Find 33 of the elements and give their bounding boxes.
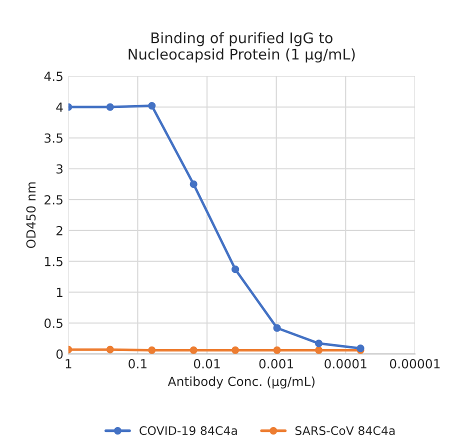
- point: [314, 340, 323, 348]
- point: [232, 346, 240, 354]
- x-tick-label: 0.0001: [324, 359, 366, 368]
- point: [314, 346, 323, 354]
- y-tick-label: 3: [56, 164, 63, 174]
- point: [148, 346, 156, 354]
- point: [273, 346, 281, 354]
- legend-label: COVID-19 84C4a: [140, 426, 237, 436]
- y-tick-label: 2: [56, 226, 62, 236]
- point: [190, 180, 198, 188]
- y-tick-label: 0.5: [44, 318, 62, 328]
- legend-label: SARS-CoV 84C4a: [295, 426, 395, 436]
- x-tick-label: 0.001: [259, 359, 294, 368]
- x-tick-label: 0.00001: [390, 359, 440, 368]
- point: [273, 324, 281, 332]
- point: [148, 102, 156, 110]
- x-tick-label: 0.01: [194, 359, 220, 368]
- y-tick-label: 0: [56, 349, 63, 359]
- point: [106, 103, 114, 111]
- x-axis-title: Antibody Conc. (µg/mL): [168, 376, 315, 389]
- point: [232, 266, 240, 274]
- y-tick-label: 1: [56, 288, 62, 297]
- y-tick-label: 1.5: [45, 256, 62, 266]
- x-tick-label: 1: [66, 359, 72, 368]
- point: [190, 346, 198, 354]
- y-tick-label: 3.5: [44, 133, 62, 143]
- y-tick-label: 4.5: [44, 72, 62, 82]
- point: [106, 346, 114, 354]
- y-tick-label: 4: [56, 102, 63, 112]
- chart-title: Binding of purified IgG to Nucleocapsid Protein (1 µg/mL): [128, 32, 355, 63]
- y-axis-title: OD450 nm: [26, 182, 36, 248]
- y-tick-label: 2.5: [44, 195, 62, 205]
- x-tick-label: 0.1: [128, 359, 146, 368]
